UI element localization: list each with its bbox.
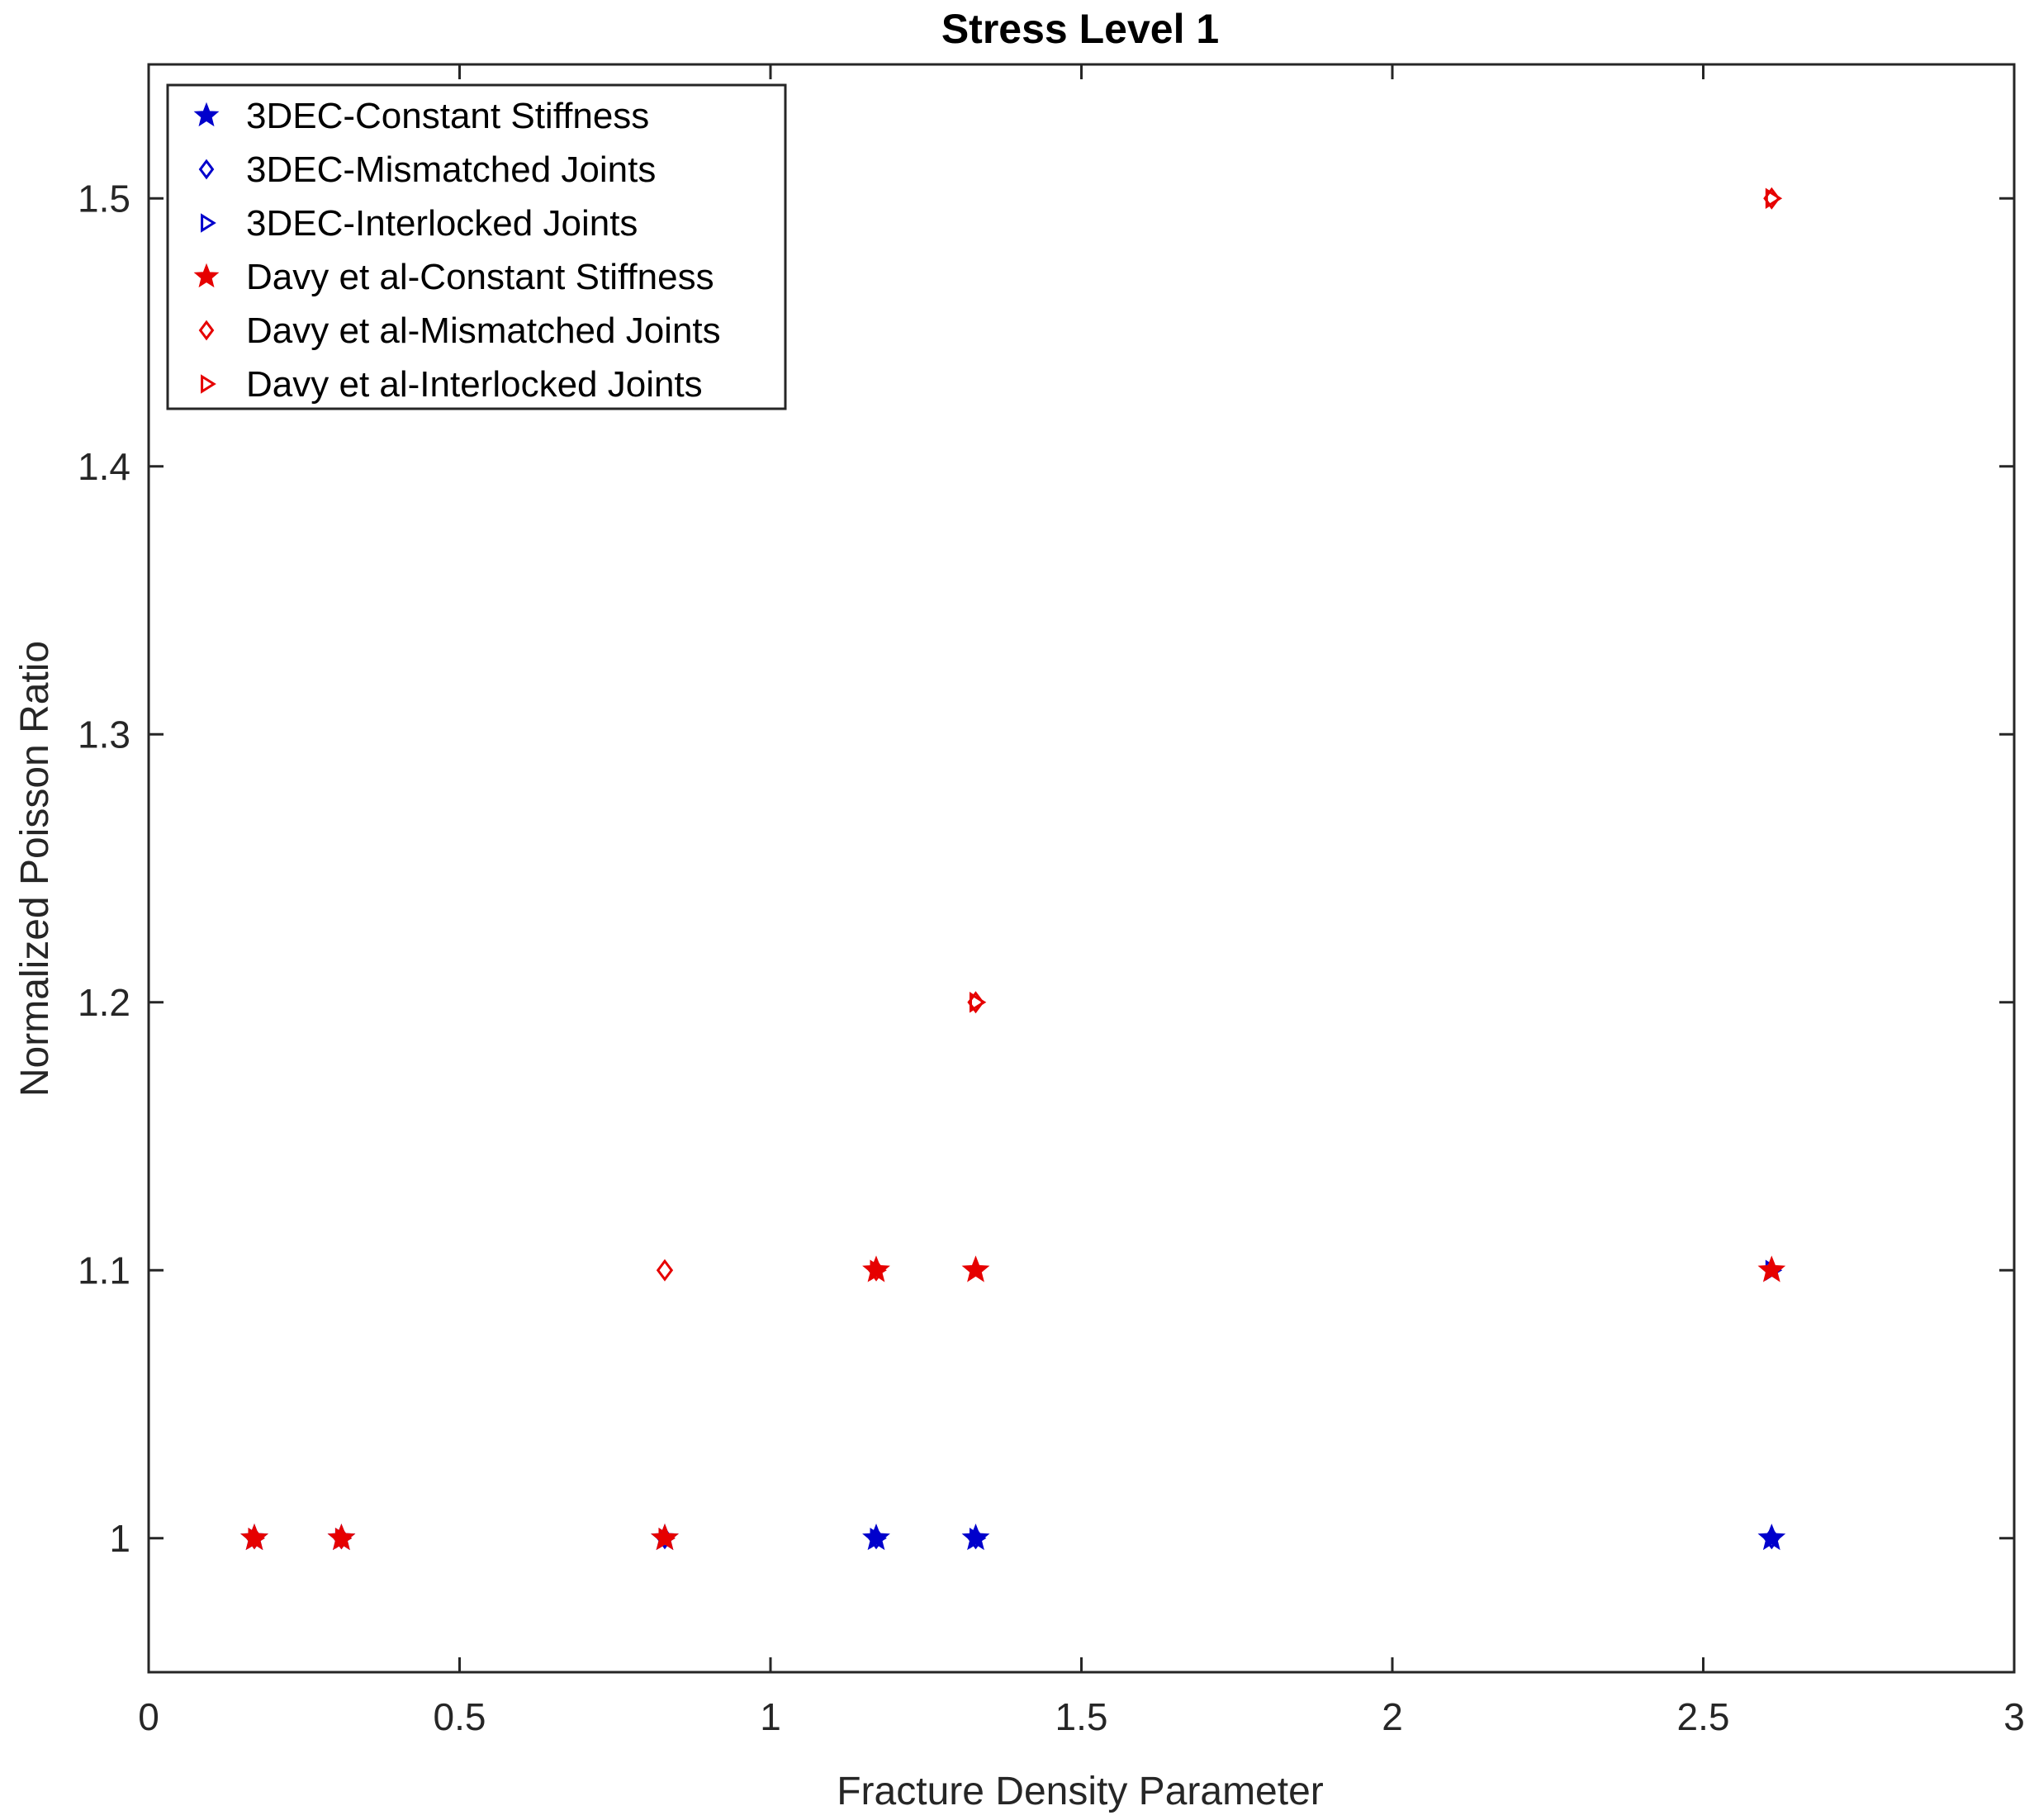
data-point: [1757, 1524, 1786, 1551]
x-tick-label: 2.5: [1677, 1695, 1730, 1738]
legend-marker: [198, 320, 215, 341]
legend: 3DEC-Constant Stiffness 3DEC-Mismatched J…: [166, 83, 787, 410]
legend-box: [166, 83, 787, 410]
legend-marker: [201, 213, 216, 233]
x-tick-label: 1.5: [1055, 1695, 1108, 1738]
y-tick-label: 1.5: [78, 177, 130, 220]
data-point: [870, 1528, 887, 1549]
series-6: [248, 187, 1783, 1549]
chart-title: Stress Level 1: [941, 6, 1219, 52]
data-point: [961, 1255, 990, 1282]
legend-marker: [193, 102, 220, 127]
y-tick-label: 1.1: [78, 1249, 130, 1292]
data-markers: [240, 187, 1786, 1551]
y-tick-label: 1: [109, 1517, 130, 1560]
data-point: [870, 1259, 887, 1281]
data-point: [1763, 1527, 1780, 1550]
data-point: [969, 992, 987, 1013]
data-point: [334, 1528, 353, 1549]
y-tick-label: 1.2: [78, 981, 130, 1024]
data-point: [656, 1258, 674, 1282]
data-point: [969, 1528, 987, 1549]
data-point: [1757, 1255, 1786, 1282]
legend-label: 3DEC-Constant Stiffness: [246, 96, 649, 136]
x-tick-label: 1: [760, 1695, 781, 1738]
legend-marker: [201, 374, 216, 394]
y-axis-label: Normalized Poisson Ratio: [13, 641, 57, 1097]
x-tick-label: 0: [138, 1695, 159, 1738]
legend-marker: [193, 263, 220, 288]
legend-marker: [198, 159, 215, 180]
series-4: [240, 1255, 1786, 1551]
legend-label: Davy et al-Constant Stiffness: [246, 257, 714, 297]
data-point: [1765, 187, 1783, 209]
legend-label: 3DEC-Mismatched Joints: [246, 149, 656, 190]
x-tick-label: 0.5: [434, 1695, 486, 1738]
y-tick-label: 1.4: [78, 445, 130, 488]
legend-label: 3DEC-Interlocked Joints: [246, 203, 638, 244]
legend-label: Davy et al-Mismatched Joints: [246, 310, 721, 351]
legend-label: Davy et al-Interlocked Joints: [246, 364, 703, 405]
x-tick-label: 2: [1382, 1695, 1403, 1738]
data-point: [658, 1528, 676, 1549]
axis-ticks: 0 0.5 1 1.5 2 2.5 3 1 1.1 1.2 1.3 1.4 1.5: [78, 64, 2025, 1738]
y-tick-label: 1.3: [78, 713, 130, 756]
x-tick-label: 3: [2003, 1695, 2025, 1738]
x-axis-label: Fracture Density Parameter: [837, 1770, 1324, 1813]
data-point: [248, 1528, 265, 1549]
